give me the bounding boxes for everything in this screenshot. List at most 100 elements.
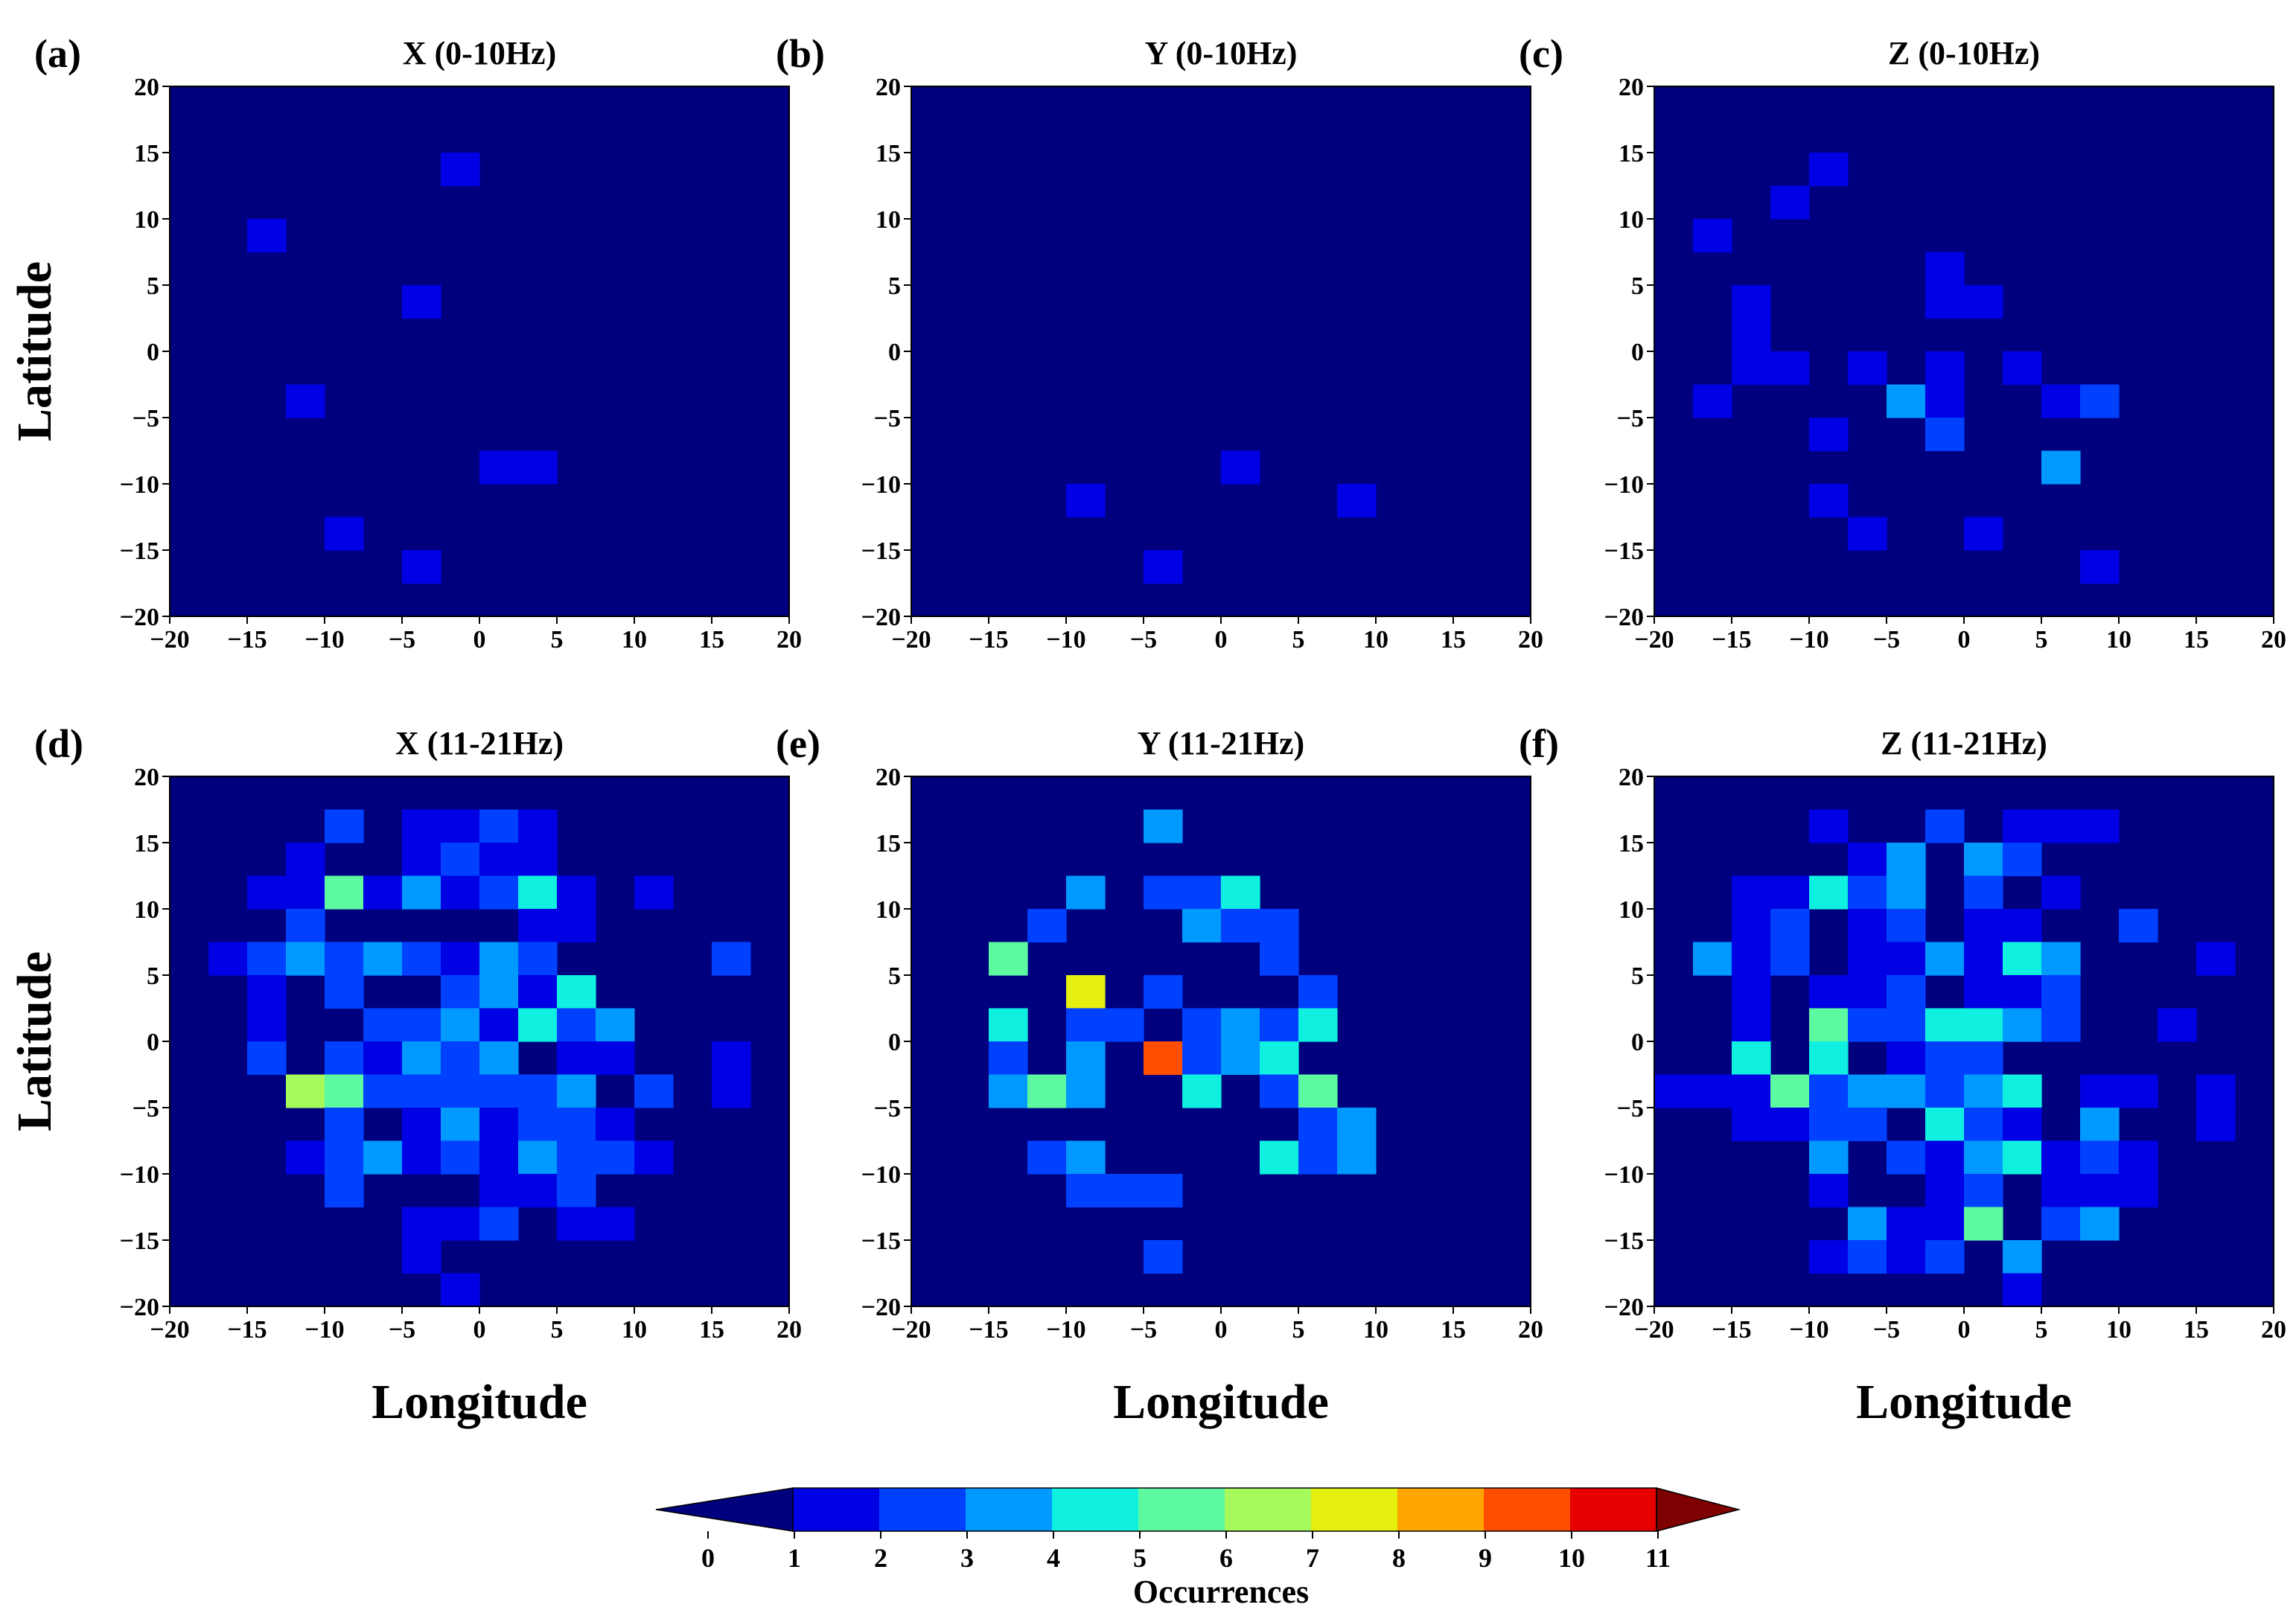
heatmap-cell xyxy=(363,875,403,910)
heatmap-cell xyxy=(1770,1074,1810,1108)
heatmap-cell xyxy=(479,450,519,485)
heatmap-cell xyxy=(1298,1074,1338,1108)
heatmap-cell xyxy=(2003,843,2042,877)
heatmap-cell xyxy=(518,1074,558,1108)
heatmap-cell xyxy=(2119,1140,2158,1175)
y-tick-label: −10 xyxy=(1604,471,1644,499)
heatmap-cell xyxy=(1809,1008,1849,1042)
heatmap-cell xyxy=(712,1041,751,1076)
x-tick-label: 5 xyxy=(1292,626,1305,654)
colorbar-segment xyxy=(966,1488,1053,1531)
heatmap-cell xyxy=(1964,875,2003,910)
heatmap-cell xyxy=(1809,809,1849,843)
heatmap-cell xyxy=(1809,1174,1849,1208)
heatmap-cell xyxy=(1809,153,1849,187)
heatmap-cell xyxy=(1809,1140,1849,1175)
panel-f: −20 −15 −10 −5 0 5 10 15 20 20 15 10 5 0 −5 −10 −15 −20 Z … xyxy=(1519,721,2286,1429)
heatmap-cell xyxy=(1887,1074,1926,1108)
y-tick-label: −10 xyxy=(120,1161,159,1189)
heatmap-cell xyxy=(1925,1108,1965,1142)
heatmap-cell xyxy=(1732,1074,1771,1108)
heatmap-cell xyxy=(1260,1140,1299,1175)
x-tick-label: 15 xyxy=(2184,1316,2209,1344)
heatmap-cell xyxy=(1809,875,1849,910)
heatmap-cell xyxy=(479,1041,519,1076)
x-tick-label: 5 xyxy=(2035,626,2048,654)
heatmap-cell xyxy=(1887,1140,1926,1175)
x-axis-label: Longitude xyxy=(1856,1375,2072,1429)
heatmap-cell xyxy=(1144,875,1183,910)
heatmap-cell xyxy=(1809,484,1849,518)
x-tick-label: −15 xyxy=(1712,1316,1751,1344)
colorbar-tick-label: 6 xyxy=(1219,1543,1233,1573)
panel-e: −20 −15 −10 −5 0 5 10 15 20 20 15 10 5 0 −5 −10 −15 −20 Y … xyxy=(776,721,1543,1429)
heatmap-cell xyxy=(286,1074,325,1108)
y-tick-label: −20 xyxy=(1604,1294,1644,1321)
heatmap-cell xyxy=(1848,517,1887,551)
panel-letter: (c) xyxy=(1519,31,1563,76)
heatmap-cell xyxy=(286,875,325,910)
heatmap-cell xyxy=(1298,1140,1338,1175)
heatmap-cell xyxy=(1887,1008,1926,1042)
y-tick-label: −20 xyxy=(861,1294,901,1321)
heatmap-cell xyxy=(1925,1041,1965,1076)
x-tick-label: 20 xyxy=(2261,626,2286,654)
heatmap-cell xyxy=(1732,1108,1771,1142)
x-tick-label: −10 xyxy=(1046,626,1085,654)
heatmap-cell xyxy=(1964,1074,2003,1108)
x-tick-label: 0 xyxy=(1215,626,1228,654)
heatmap-cell xyxy=(1066,1008,1106,1042)
heatmap-cell xyxy=(2041,942,2081,976)
panel-title: X (0-10Hz) xyxy=(403,35,557,71)
heatmap-cell xyxy=(1693,384,1732,418)
heatmap-cell xyxy=(363,1074,403,1108)
panel-b: −20 −15 −10 −5 0 5 10 15 20 20 15 10 5 0 −5 −10 −15 −20 Y … xyxy=(776,31,1543,654)
heatmap-cell xyxy=(1221,875,1260,910)
heatmap-cell xyxy=(247,1008,287,1042)
panel-title: Z (0-10Hz) xyxy=(1888,35,2040,71)
colorbar-tick-label: 10 xyxy=(1558,1543,1585,1573)
x-tick-label: −15 xyxy=(969,626,1008,654)
y-tick-label: −20 xyxy=(861,604,901,631)
heatmap-cell xyxy=(1925,1174,1965,1208)
heatmap-cell xyxy=(518,942,558,976)
colorbar-segment xyxy=(1225,1488,1312,1531)
heatmap-cell xyxy=(2041,384,2081,418)
panel-a: −20 −15 −10 −5 0 5 10 15 20 20 15 10 5 0 −5 −10 −15 −20 X … xyxy=(7,31,802,654)
heatmap-cell xyxy=(441,1273,480,1307)
heatmap-cell xyxy=(557,875,596,910)
y-tick-label: −5 xyxy=(1617,1095,1644,1123)
x-tick-label: 20 xyxy=(1518,626,1543,654)
heatmap-cell xyxy=(1964,1008,2003,1042)
heatmap-cell xyxy=(1105,1174,1144,1208)
heatmap-cell xyxy=(402,285,441,319)
y-tick-label: 5 xyxy=(1631,272,1644,300)
heatmap-cell xyxy=(1925,1140,1965,1175)
colorbar-segment xyxy=(1138,1488,1225,1531)
y-tick-label: 10 xyxy=(134,896,159,924)
heatmap-cell xyxy=(441,1140,480,1175)
y-tick-label: 10 xyxy=(876,206,901,234)
heatmap-cell xyxy=(402,875,441,910)
colorbar-tick-label: 5 xyxy=(1133,1543,1147,1573)
x-tick-label: −5 xyxy=(1130,1316,1157,1344)
heatmap-cell xyxy=(557,1108,596,1142)
y-tick-label: 5 xyxy=(888,272,901,300)
heatmap-cell xyxy=(1221,1008,1260,1042)
heatmap-cell xyxy=(1964,517,2003,551)
x-tick-label: 10 xyxy=(622,1316,647,1344)
colorbar-tick-label: 3 xyxy=(960,1543,974,1573)
heatmap-cell xyxy=(2003,1273,2042,1307)
panel-title: Y (11-21Hz) xyxy=(1138,725,1304,761)
heatmap-cell xyxy=(1848,1108,1887,1142)
heatmap-cell xyxy=(1298,1008,1338,1042)
x-tick-label: −10 xyxy=(304,626,344,654)
heatmap-cell xyxy=(1770,351,1810,386)
heatmap-cell xyxy=(1925,1008,1965,1042)
y-tick-label: −15 xyxy=(1604,537,1644,565)
x-tick-label: −20 xyxy=(150,1316,189,1344)
colorbar-tick-label: 8 xyxy=(1392,1543,1406,1573)
heatmap-cell xyxy=(247,219,287,253)
heatmap-cell xyxy=(634,1074,674,1108)
